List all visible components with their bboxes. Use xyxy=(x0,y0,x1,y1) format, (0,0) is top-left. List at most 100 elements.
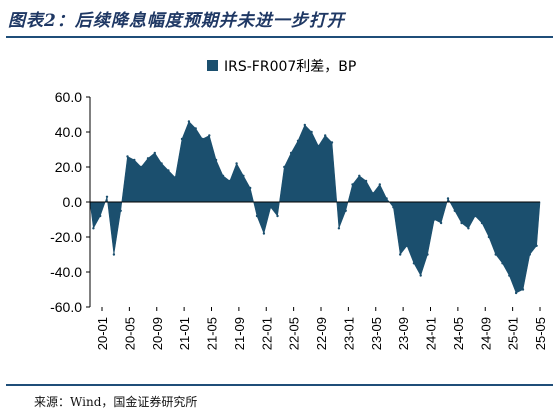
data-point xyxy=(446,197,450,200)
x-tick-label: 23-05 xyxy=(369,317,384,350)
x-tick-label: 24-05 xyxy=(451,317,466,350)
legend-label: IRS-FR007利差，BP xyxy=(224,59,356,75)
data-point xyxy=(344,209,347,212)
data-point xyxy=(235,162,238,165)
data-point xyxy=(351,183,354,186)
data-point xyxy=(221,174,225,177)
data-point xyxy=(480,221,484,225)
y-tick-label: -20.0 xyxy=(50,229,82,245)
x-tick-label: 20-09 xyxy=(150,317,165,350)
data-point xyxy=(433,218,436,221)
x-tick-label: 20-05 xyxy=(122,317,137,350)
data-point xyxy=(324,134,327,137)
data-point xyxy=(453,209,456,212)
data-point xyxy=(214,158,218,162)
data-point xyxy=(174,176,177,179)
data-point xyxy=(187,120,191,123)
x-tick-label: 25-05 xyxy=(533,317,548,350)
data-point xyxy=(276,214,279,218)
data-point xyxy=(194,127,197,130)
data-point xyxy=(317,144,320,148)
y-axis: -60.0 -40.0 -20.0 0.0 20.0 40.0 60.0 xyxy=(50,89,91,315)
y-tick-label: 20.0 xyxy=(55,159,82,175)
data-point xyxy=(167,169,170,172)
data-point xyxy=(262,232,266,235)
data-point xyxy=(358,174,361,177)
x-tick-label: 22-09 xyxy=(314,317,329,350)
data-point xyxy=(201,137,204,141)
data-point xyxy=(487,235,491,239)
data-point xyxy=(208,134,211,137)
series-area xyxy=(89,120,541,294)
source-footer: 来源：Wind，国金证券研究所 xyxy=(34,395,198,409)
data-point xyxy=(385,197,388,200)
data-point xyxy=(514,291,518,295)
data-point xyxy=(364,179,368,183)
data-point xyxy=(378,183,381,186)
data-point xyxy=(99,214,102,218)
bottom-rule xyxy=(6,384,553,386)
data-point xyxy=(412,262,416,265)
data-point xyxy=(528,253,531,256)
data-point xyxy=(371,192,375,195)
x-tick-label: 20-01 xyxy=(95,317,110,350)
x-tick-label: 25-01 xyxy=(506,317,521,350)
data-point xyxy=(92,227,95,230)
data-point xyxy=(405,244,409,247)
data-point xyxy=(180,137,184,141)
data-point xyxy=(228,179,231,183)
chart-title: 图表2：后续降息幅度预期并未进一步打开 xyxy=(8,11,345,31)
data-point xyxy=(153,151,156,155)
y-tick-label: 60.0 xyxy=(55,89,82,105)
data-point xyxy=(146,157,150,160)
data-point xyxy=(521,288,525,291)
area-chart: -60.0 -40.0 -20.0 0.0 20.0 40.0 60.0 20-01 20-0… xyxy=(50,59,548,350)
data-point xyxy=(392,206,395,209)
data-point xyxy=(289,151,293,155)
data-point xyxy=(494,253,497,256)
data-point xyxy=(126,155,129,158)
x-tick-label: 23-09 xyxy=(396,317,411,350)
data-point xyxy=(112,253,116,256)
y-tick-label: 40.0 xyxy=(55,124,82,140)
plot-area xyxy=(89,120,541,295)
data-point xyxy=(419,274,422,277)
data-point xyxy=(426,253,429,256)
data-point xyxy=(399,253,402,256)
data-point xyxy=(249,186,252,190)
data-point xyxy=(133,158,136,162)
x-tick-label: 24-01 xyxy=(424,317,439,350)
data-point xyxy=(439,221,443,225)
data-point xyxy=(105,195,109,198)
x-tick-label: 21-09 xyxy=(232,317,247,350)
y-tick-label: 0.0 xyxy=(63,194,83,210)
data-point xyxy=(337,227,341,230)
x-tick-label: 21-05 xyxy=(205,317,220,350)
x-tick-label: 23-01 xyxy=(341,317,356,350)
data-point xyxy=(508,274,511,277)
data-point xyxy=(283,165,286,169)
data-point xyxy=(330,141,334,144)
top-rule xyxy=(6,36,553,38)
data-point xyxy=(296,139,300,142)
y-tick-label: -40.0 xyxy=(50,264,82,280)
data-point xyxy=(310,130,313,134)
data-point xyxy=(269,206,272,209)
data-point xyxy=(242,174,245,177)
data-point xyxy=(303,123,306,127)
y-tick-label: -60.0 xyxy=(50,299,82,315)
data-point xyxy=(474,214,477,218)
data-point xyxy=(501,262,504,265)
x-tick-label: 24-09 xyxy=(478,317,493,350)
x-tick-label: 21-01 xyxy=(177,317,192,350)
data-point xyxy=(119,209,122,212)
x-tick-label: 22-01 xyxy=(259,317,274,350)
data-point xyxy=(535,244,538,247)
x-axis: 20-01 20-05 20-09 21-01 21-05 21-09 22-01 22-05… xyxy=(95,307,548,350)
data-point xyxy=(467,227,470,230)
data-point xyxy=(160,162,163,165)
chart-legend: IRS-FR007利差，BP xyxy=(207,59,356,75)
legend-swatch xyxy=(207,60,218,71)
data-point xyxy=(139,165,143,169)
data-point xyxy=(255,214,259,218)
